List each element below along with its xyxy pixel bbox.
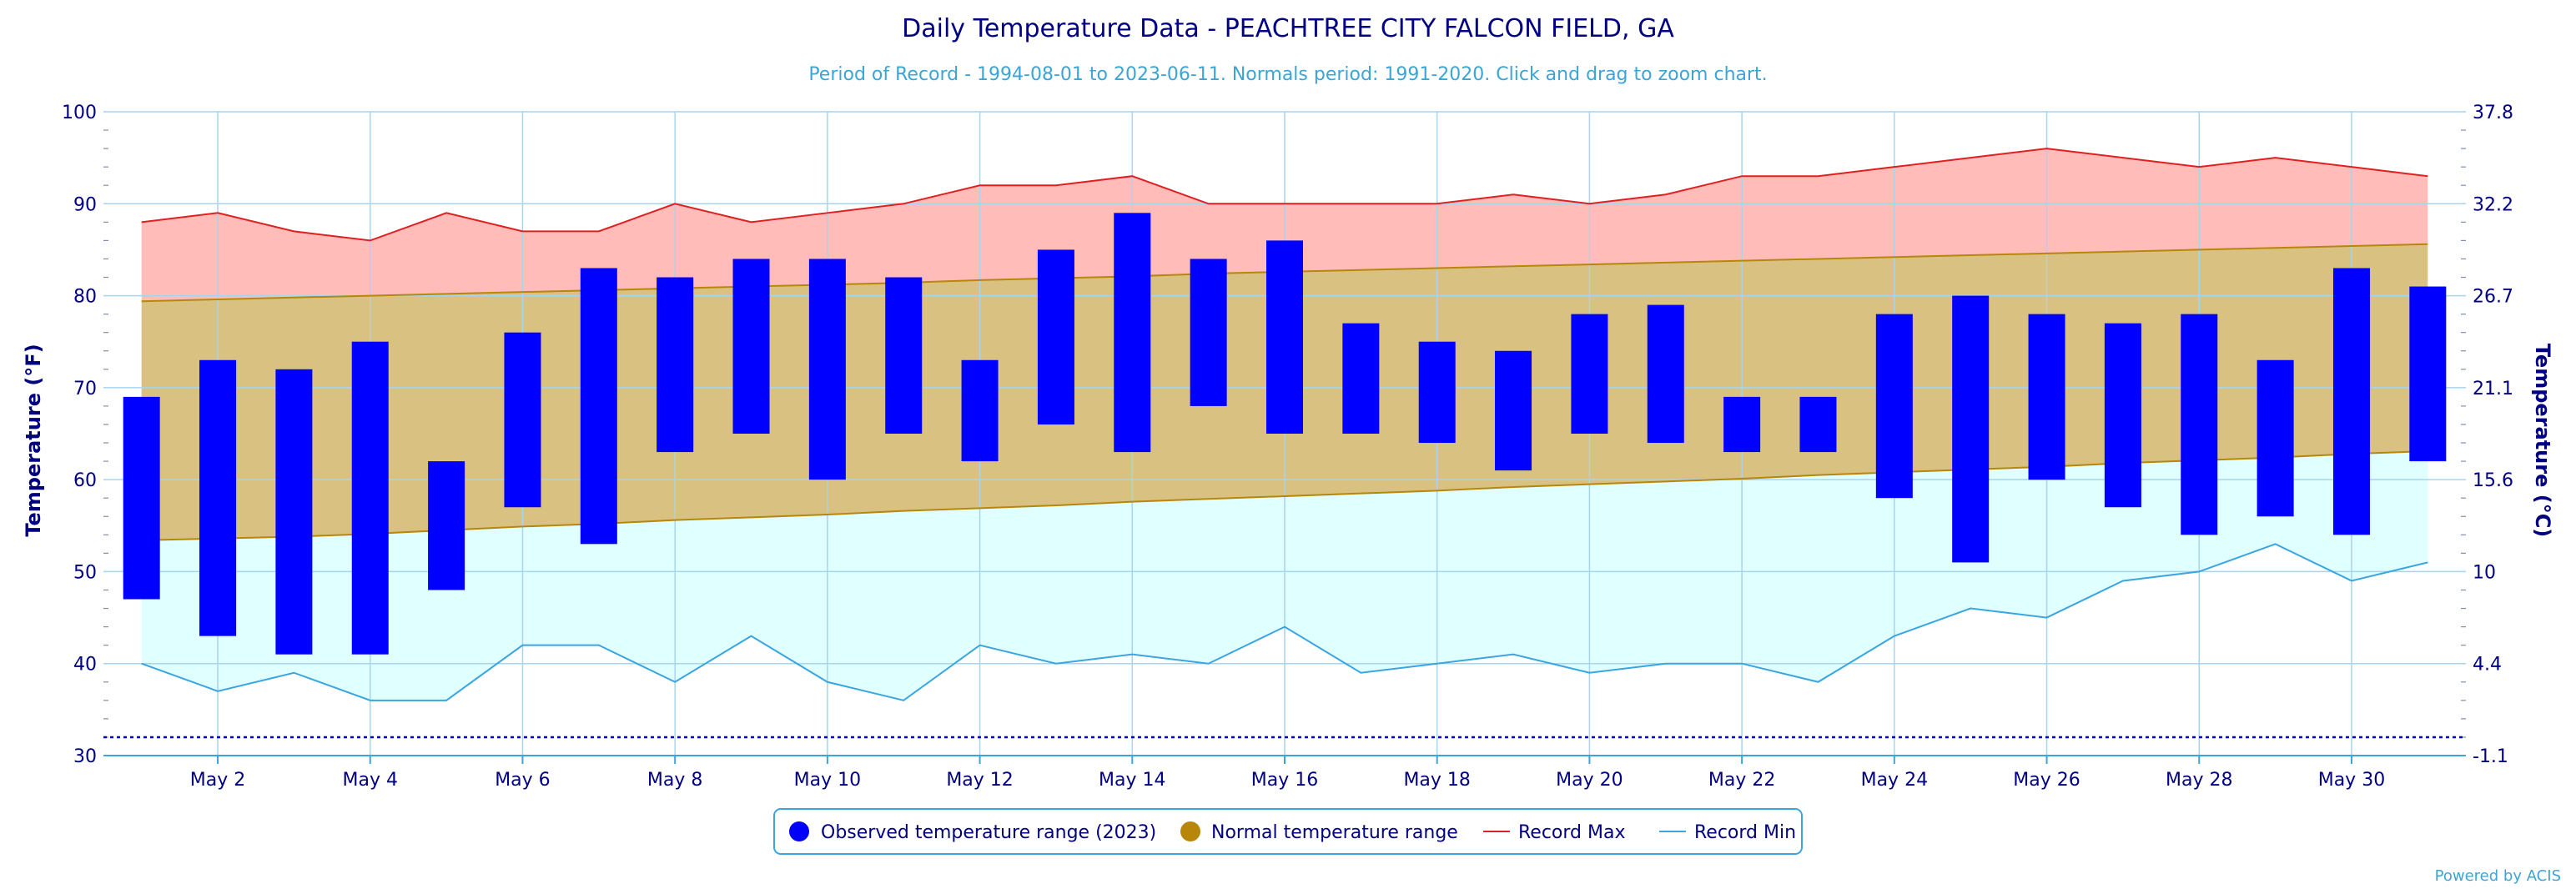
legend-record-min-label: Record Min xyxy=(1694,822,1796,843)
y-tick-label-left: 30 xyxy=(73,746,97,767)
y-tick-label-right: 15.6 xyxy=(2473,470,2513,491)
chart-subtitle: Period of Record - 1994-08-01 to 2023-06… xyxy=(808,64,1767,85)
observed-bar[interactable] xyxy=(1037,249,1074,424)
observed-bar[interactable] xyxy=(428,461,465,590)
x-tick-label: May 28 xyxy=(2166,770,2232,791)
observed-bar[interactable] xyxy=(732,259,770,434)
legend-item-observed[interactable]: Observed temperature range (2023) xyxy=(789,821,1156,843)
legend-box xyxy=(773,808,1803,855)
observed-bar[interactable] xyxy=(1799,396,1837,453)
y-tick-label-right: 32.2 xyxy=(2473,194,2513,215)
y-axis-title-right: Temperature (°C) xyxy=(2531,344,2554,538)
observed-bar[interactable] xyxy=(1647,304,1684,444)
legend-normal-marker xyxy=(1180,821,1200,841)
x-tick-label: May 18 xyxy=(1403,770,1470,791)
y-tick-label-left: 70 xyxy=(73,379,97,399)
x-tick-label: May 10 xyxy=(794,770,861,791)
legend-observed-marker xyxy=(789,821,809,841)
y-tick-label-left: 80 xyxy=(73,287,97,308)
x-tick-label: May 12 xyxy=(946,770,1013,791)
y-tick-label-right: 10 xyxy=(2473,562,2496,583)
x-tick-label: May 2 xyxy=(190,770,245,791)
observed-bar[interactable] xyxy=(1114,213,1151,453)
observed-bar[interactable] xyxy=(351,341,389,655)
observed-bar[interactable] xyxy=(1342,323,1380,434)
observed-bar[interactable] xyxy=(2104,323,2141,508)
observed-bar[interactable] xyxy=(657,277,694,453)
observed-bar[interactable] xyxy=(2181,314,2218,535)
x-tick-label: May 30 xyxy=(2318,770,2385,791)
observed-bar[interactable] xyxy=(275,369,313,655)
observed-bar[interactable] xyxy=(1723,396,1761,453)
x-tick-label: May 24 xyxy=(1861,770,1928,791)
observed-bar[interactable] xyxy=(961,359,999,462)
legend: Observed temperature range (2023) Normal… xyxy=(773,808,1803,855)
y-axis-title-left: Temperature (°F) xyxy=(22,344,45,536)
observed-bar[interactable] xyxy=(1875,314,1913,499)
legend-record-max-label: Record Max xyxy=(1518,822,1626,843)
axes: 30 -1.1 40 4.4 50 10 60 15.6 70 21.1 80 26.7 90 32.2 1… xyxy=(62,103,2513,791)
observed-bar[interactable] xyxy=(2028,314,2065,480)
observed-bar[interactable] xyxy=(2409,286,2447,462)
y-tick-label-right: 26.7 xyxy=(2473,287,2513,308)
legend-observed-label: Observed temperature range (2023) xyxy=(821,822,1156,843)
y-tick-label-left: 60 xyxy=(73,470,97,491)
observed-bar[interactable] xyxy=(504,332,541,508)
observed-bar[interactable] xyxy=(2332,268,2370,535)
observed-bar[interactable] xyxy=(123,396,160,600)
observed-bar[interactable] xyxy=(885,277,923,434)
observed-bar[interactable] xyxy=(1266,240,1303,434)
observed-bars[interactable] xyxy=(123,213,2447,655)
legend-item-record-max[interactable]: Record Max xyxy=(1483,822,1626,843)
record-max-line[interactable] xyxy=(141,148,2428,242)
x-tick-label: May 26 xyxy=(2013,770,2080,791)
observed-bar[interactable] xyxy=(580,268,617,545)
legend-item-normal[interactable]: Normal temperature range xyxy=(1180,821,1458,843)
observed-bar[interactable] xyxy=(1495,350,1532,471)
observed-bar[interactable] xyxy=(199,359,237,636)
record-min-line[interactable] xyxy=(141,543,2428,701)
y-tick-label-right: 37.8 xyxy=(2473,103,2513,123)
x-tick-label: May 16 xyxy=(1251,770,1318,791)
x-tick-label: May 6 xyxy=(495,770,550,791)
legend-normal-label: Normal temperature range xyxy=(1211,822,1458,843)
legend-item-record-min[interactable]: Record Min xyxy=(1659,822,1796,843)
credit-link[interactable]: Powered by ACIS xyxy=(2435,867,2561,885)
observed-bar[interactable] xyxy=(808,259,846,480)
y-tick-label-right: 4.4 xyxy=(2473,655,2502,676)
x-tick-label: May 22 xyxy=(1708,770,1775,791)
x-tick-label: May 14 xyxy=(1099,770,1165,791)
observed-bar[interactable] xyxy=(2257,359,2294,517)
observed-bar[interactable] xyxy=(1952,295,1990,563)
y-tick-label-right: 21.1 xyxy=(2473,379,2513,399)
y-tick-label-left: 100 xyxy=(62,103,97,123)
observed-bar[interactable] xyxy=(1190,259,1227,406)
y-tick-label-left: 50 xyxy=(73,562,97,583)
chart-title: Daily Temperature Data - PEACHTREE CITY … xyxy=(902,14,1674,43)
y-tick-label-right: -1.1 xyxy=(2473,746,2508,767)
y-tick-label-left: 40 xyxy=(73,655,97,676)
y-tick-label-left: 90 xyxy=(73,194,97,215)
observed-bar[interactable] xyxy=(1418,341,1456,444)
x-tick-label: May 4 xyxy=(342,770,397,791)
x-tick-label: May 8 xyxy=(647,770,702,791)
x-tick-label: May 20 xyxy=(1556,770,1623,791)
observed-bar[interactable] xyxy=(1571,314,1608,434)
